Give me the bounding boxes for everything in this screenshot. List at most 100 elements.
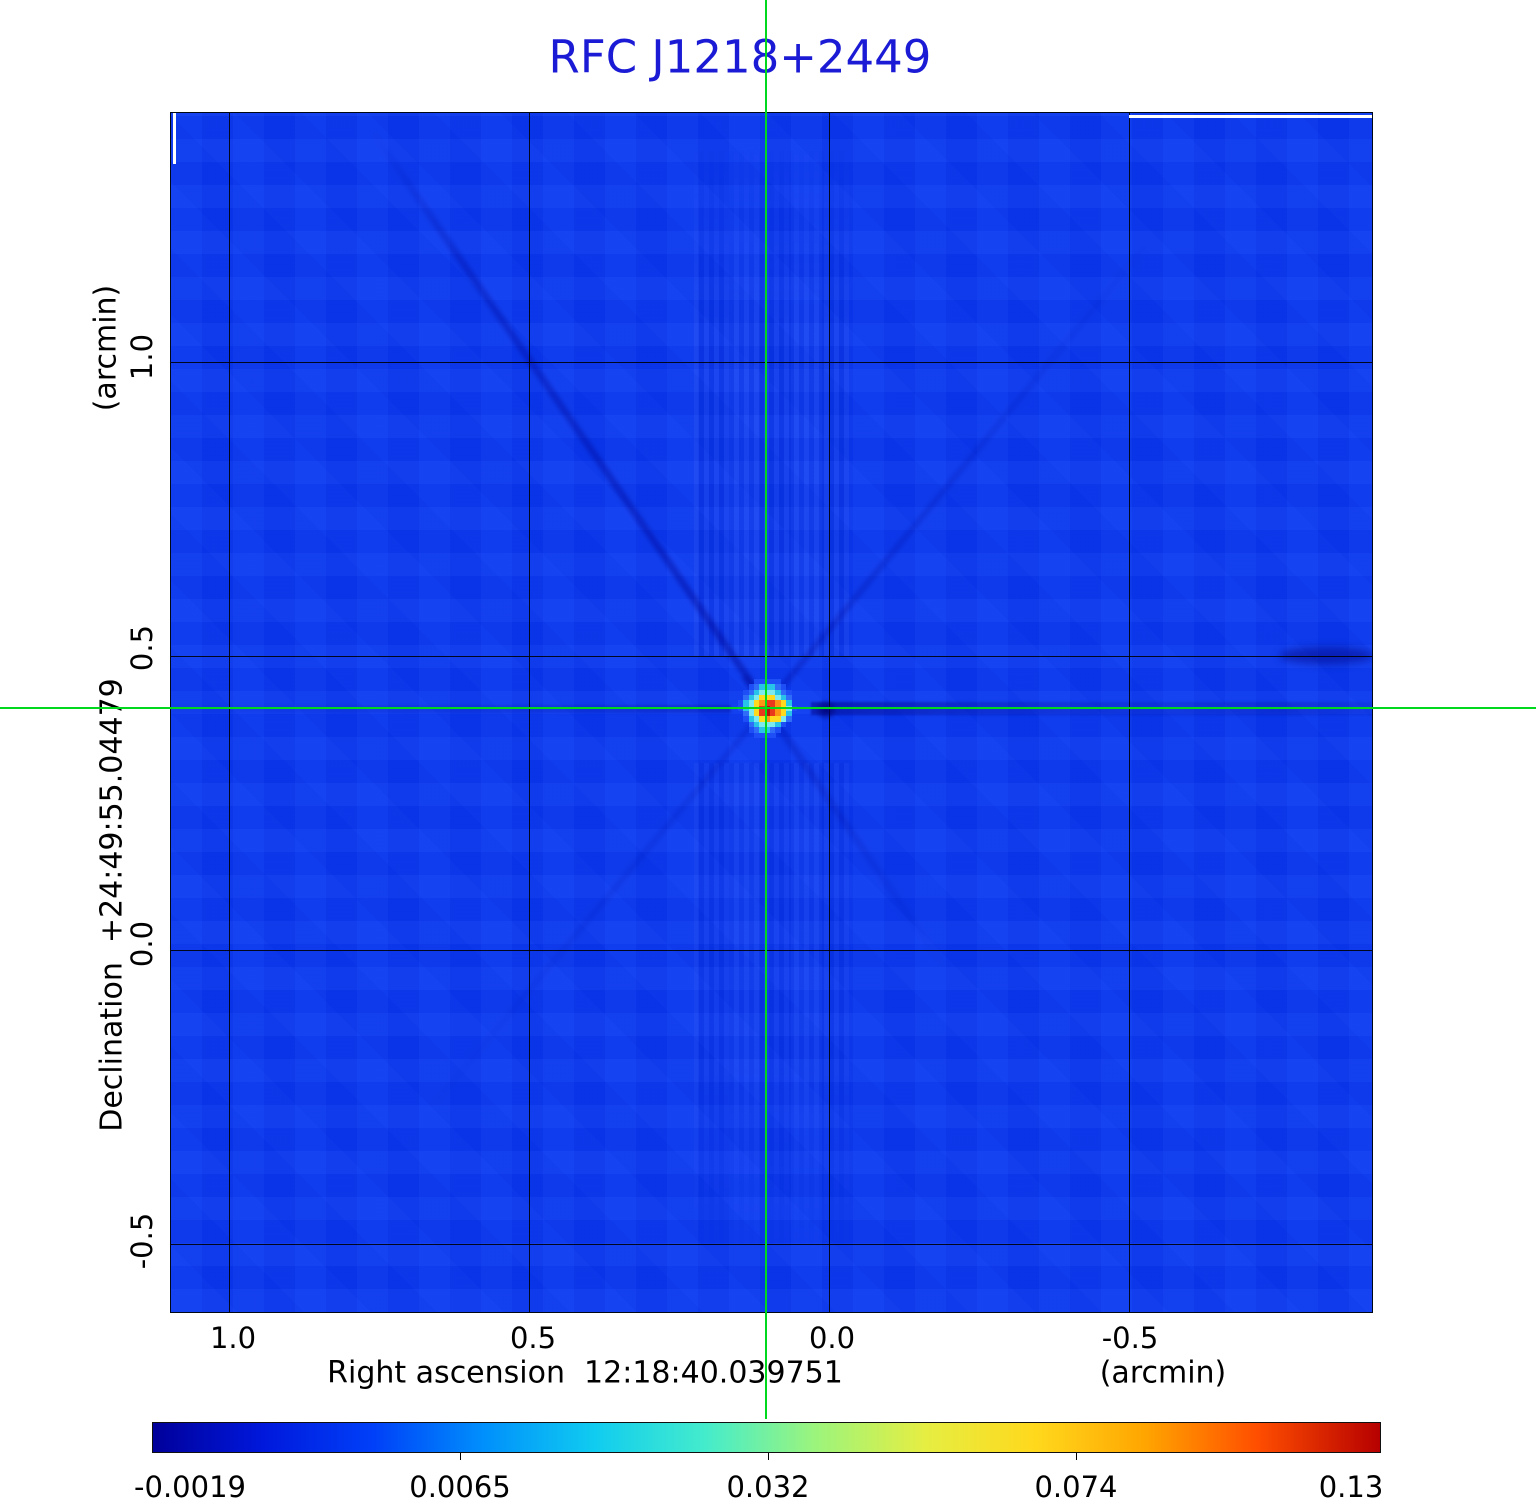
source-pixel: [748, 711, 755, 717]
source-pixel: [754, 689, 760, 696]
source-pixel: [738, 700, 744, 707]
sidelobe-ripples-bottom: [694, 763, 849, 1263]
source-pixel: [754, 716, 760, 723]
source-pixel: [786, 700, 792, 707]
colorbar-label-min: -0.0019: [134, 1470, 246, 1504]
x-tick-label-0.0: 0.0: [808, 1321, 856, 1355]
x-axis-title: Right ascension 12:18:40.039751: [327, 1355, 843, 1391]
source-pixel: [770, 684, 776, 690]
colorbar: [152, 1422, 1381, 1453]
colorbar-label-3: 0.032: [726, 1470, 810, 1504]
source-pixel: [770, 721, 776, 728]
source-pixel: [764, 727, 771, 733]
source-pixel: [764, 700, 771, 707]
gridline-ra--0.5: [1129, 113, 1130, 1312]
source-pixel: [775, 716, 782, 723]
source-pixel: [759, 721, 766, 728]
source-pixel: [759, 716, 766, 723]
x-tick-label-0.5: 0.5: [509, 1321, 557, 1355]
source-pixel: [743, 695, 749, 701]
source-pixel: [775, 711, 782, 717]
source-pixel: [764, 684, 771, 690]
edge-artifact-line-left: [173, 113, 176, 164]
source-pixel: [775, 689, 782, 696]
source-pixel: [775, 700, 782, 707]
source-pixel: [754, 721, 760, 728]
source-pixel: [759, 695, 766, 701]
source-pixel: [780, 695, 787, 701]
source-pixel: [786, 716, 792, 723]
source-pixel: [743, 689, 749, 696]
radio-source-blob: [738, 679, 798, 739]
dark-smudge-right-edge: [1279, 647, 1372, 664]
negative-sidelobe-spot: [814, 699, 838, 721]
source-pixel: [759, 711, 766, 717]
source-pixel: [770, 695, 776, 701]
source-pixel: [780, 700, 787, 707]
source-pixel: [764, 716, 771, 723]
x-tick-label--0.5: -0.5: [1101, 1321, 1159, 1355]
gridline-ra-0.5: [529, 113, 530, 1312]
gridline-dec-1.0: [171, 362, 1372, 363]
source-pixel: [775, 721, 782, 728]
y-axis-unit: (arcmin): [88, 284, 124, 412]
source-pixel: [770, 727, 776, 733]
colorbar-label-4: 0.074: [1034, 1470, 1118, 1504]
source-pixel: [770, 679, 776, 685]
source-pixel: [754, 684, 760, 690]
y-tick-label-1.0: 1.0: [125, 333, 159, 381]
source-pixel: [748, 695, 755, 701]
source-pixel: [775, 695, 782, 701]
colorbar-label-2: 0.0065: [409, 1470, 511, 1504]
colorbar-label-max: 0.13: [1318, 1470, 1384, 1504]
source-pixel: [770, 732, 776, 739]
horizontal-streak-left: [171, 705, 731, 713]
source-pixel: [780, 716, 787, 723]
source-pixel: [770, 716, 776, 723]
source-pixel: [754, 711, 760, 717]
edge-artifact-line-top-right: [1129, 115, 1372, 118]
source-pixel: [748, 716, 755, 723]
source-pixel: [748, 727, 755, 733]
source-pixel: [775, 679, 782, 685]
source-pixel: [754, 679, 760, 685]
source-pixel: [759, 732, 766, 739]
source-pixel: [759, 684, 766, 690]
source-pixel: [743, 700, 749, 707]
source-pixel: [754, 727, 760, 733]
source-pixel: [764, 721, 771, 728]
plot-title: RFC J1218+2449: [548, 30, 932, 84]
gridline-dec-0.0: [171, 950, 1372, 951]
source-pixel: [786, 711, 792, 717]
source-pixel: [748, 700, 755, 707]
source-pixel: [775, 684, 782, 690]
gridline-dec-0.5: [171, 656, 1372, 657]
y-axis-title: Declination +24:49:55.04479: [94, 678, 130, 1132]
sky-map-panel: [170, 112, 1373, 1313]
source-pixel: [770, 711, 776, 717]
gridline-dec--0.5: [171, 1244, 1372, 1245]
source-pixel: [775, 727, 782, 733]
colorbar-tick-0.0065: [460, 1453, 461, 1460]
colorbar-tick-0.074: [1076, 1453, 1077, 1460]
source-pixel: [764, 689, 771, 696]
source-pixel: [743, 711, 749, 717]
y-tick-label-0.5: 0.5: [125, 624, 159, 672]
source-pixel: [764, 732, 771, 739]
source-pixel: [759, 727, 766, 733]
source-pixel: [780, 684, 787, 690]
source-pixel: [754, 695, 760, 701]
source-pixel: [786, 689, 792, 696]
source-pixel: [759, 689, 766, 696]
source-pixel: [780, 711, 787, 717]
source-pixel: [759, 700, 766, 707]
source-pixel: [748, 721, 755, 728]
crosshair-horizontal-line: [0, 707, 1536, 709]
source-pixel: [748, 684, 755, 690]
crosshair-vertical-line: [765, 0, 767, 1419]
source-pixel: [780, 721, 787, 728]
colorbar-tick-0.032: [768, 1453, 769, 1460]
source-pixel: [754, 732, 760, 739]
sidelobe-ripples-top: [694, 141, 849, 656]
